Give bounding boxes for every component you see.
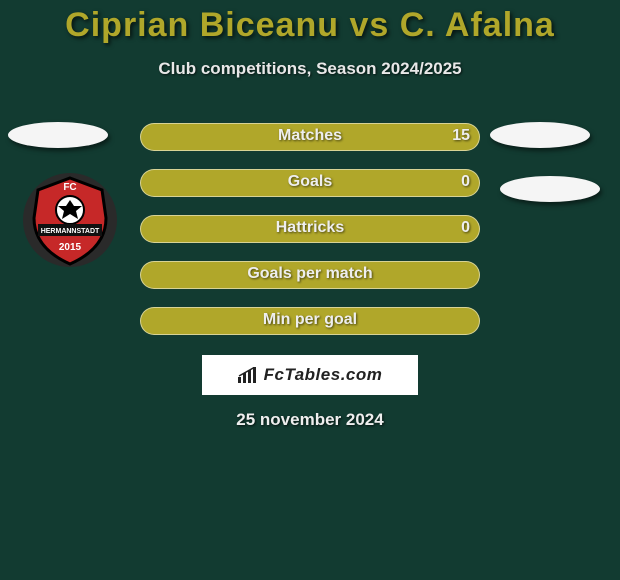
decor-oval [8, 122, 108, 148]
stat-label: Min per goal [140, 311, 480, 329]
stat-row: Min per goal [0, 307, 620, 353]
fctables-label: FcTables.com [264, 365, 383, 385]
decor-oval [500, 176, 600, 202]
svg-text:FC: FC [63, 182, 76, 193]
stat-label: Goals per match [140, 265, 480, 283]
svg-text:2015: 2015 [59, 242, 82, 253]
subtitle: Club competitions, Season 2024/2025 [0, 59, 620, 79]
stat-label: Hattricks [140, 219, 480, 237]
stats-compare-card: Ciprian Biceanu vs C. Afalna Club compet… [0, 0, 620, 580]
page-title: Ciprian Biceanu vs C. Afalna [0, 0, 620, 45]
stat-value-right: 0 [448, 219, 470, 237]
stat-label: Matches [140, 127, 480, 145]
date-label: 25 november 2024 [0, 410, 620, 430]
stat-value-right: 15 [448, 127, 470, 145]
bar-chart-icon [238, 367, 258, 383]
club-crest: FC HERMANNSTADT 2015 [20, 170, 120, 270]
stat-label: Goals [140, 173, 480, 191]
stat-value-right: 0 [448, 173, 470, 191]
shield-icon: FC HERMANNSTADT 2015 [20, 170, 120, 270]
decor-oval [490, 122, 590, 148]
fctables-watermark: FcTables.com [202, 355, 418, 395]
svg-text:HERMANNSTADT: HERMANNSTADT [41, 228, 100, 235]
